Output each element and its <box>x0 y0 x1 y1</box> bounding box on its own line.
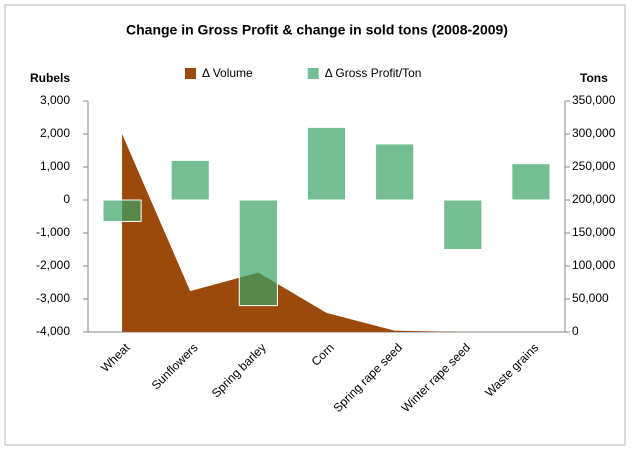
legend-swatch <box>307 68 319 79</box>
y2-tick-label: 300,000 <box>572 126 616 140</box>
y2-tick-label: 50,000 <box>572 291 609 305</box>
y-tick-label: -4,000 <box>36 324 70 338</box>
y2-tick-label: 100,000 <box>572 258 616 272</box>
y2-tick-label: 350,000 <box>572 93 616 107</box>
y-tick-label: -2,000 <box>36 258 70 272</box>
y2-tick-label: 0 <box>572 324 579 338</box>
legend-label: Δ Gross Profit/Ton <box>325 66 422 80</box>
y2-tick-label: 200,000 <box>572 192 616 206</box>
chart-title: Change in Gross Profit & change in sold … <box>126 22 508 38</box>
y2-tick-label: 250,000 <box>572 159 616 173</box>
y-tick-label: 1,000 <box>40 159 70 173</box>
y2-axis-title: Tons <box>580 71 608 85</box>
legend-label: Δ Volume <box>202 66 253 80</box>
bar <box>375 143 415 201</box>
bar <box>443 199 483 250</box>
legend-swatch <box>185 68 196 79</box>
y-tick-label: 0 <box>63 192 70 206</box>
y-tick-label: -1,000 <box>36 225 70 239</box>
y-tick-label: 2,000 <box>40 126 70 140</box>
bar <box>102 199 142 222</box>
y-tick-label: 3,000 <box>40 93 70 107</box>
area <box>122 134 531 332</box>
bar <box>170 159 210 201</box>
bar <box>238 199 278 307</box>
bar <box>306 126 347 201</box>
y2-tick-label: 150,000 <box>572 225 616 239</box>
y-axis-title: Rubels <box>30 71 70 85</box>
bar <box>511 163 551 201</box>
y-tick-label: -3,000 <box>36 291 70 305</box>
